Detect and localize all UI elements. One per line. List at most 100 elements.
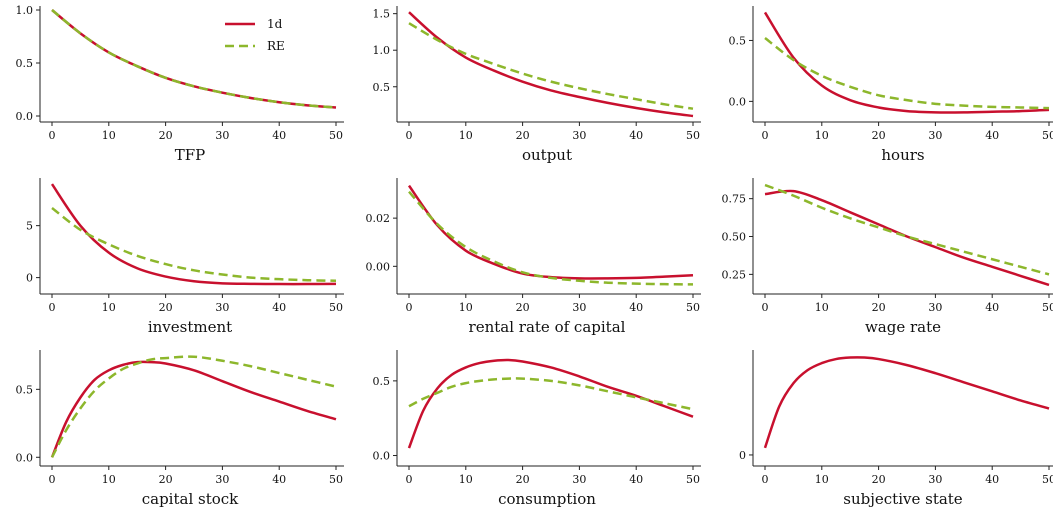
x-tick-label: 50 xyxy=(1042,473,1053,486)
series-line-1d xyxy=(407,358,694,449)
series-line-re xyxy=(408,22,694,110)
y-tick-label: 0.5 xyxy=(729,34,747,47)
y-tick-label: 0.02 xyxy=(366,212,391,225)
x-tick-label: 10 xyxy=(815,129,829,142)
x-tick-label: 40 xyxy=(629,301,643,314)
x-tick-label: 40 xyxy=(272,301,286,314)
x-tick-label: 30 xyxy=(572,129,586,142)
x-tick-label: 0 xyxy=(49,301,56,314)
x-tick-label: 40 xyxy=(272,473,286,486)
x-tick-label: 10 xyxy=(102,129,116,142)
y-tick-label: 0 xyxy=(739,449,746,462)
panel-investment: 0 10 20 30 40 50 0 5 investment xyxy=(26,178,344,336)
x-tick-label: 10 xyxy=(459,301,473,314)
panel-consumption: 0 10 20 30 40 50 0.0 0.5 consumption xyxy=(373,350,701,508)
series-line-re xyxy=(408,190,694,286)
x-tick-label: 0 xyxy=(406,473,413,486)
series-line-re xyxy=(408,377,694,411)
y-tick-label: 1.5 xyxy=(373,8,391,21)
y-tick-label: 0.5 xyxy=(373,375,391,388)
x-tick-label: 0 xyxy=(406,129,413,142)
y-tick-label: 0.0 xyxy=(373,450,391,463)
series-line-1d xyxy=(763,11,1050,114)
x-tick-label: 40 xyxy=(272,129,286,142)
x-tick-label: 50 xyxy=(329,301,343,314)
x-tick-label: 20 xyxy=(159,129,173,142)
series-line-1d xyxy=(408,11,694,118)
series-line-re xyxy=(764,183,1050,276)
series-line-1d xyxy=(764,189,1050,287)
y-tick-label: 0.5 xyxy=(16,383,34,396)
x-tick-label: 30 xyxy=(928,473,942,486)
x-tick-label: 0 xyxy=(49,473,56,486)
x-tick-label: 20 xyxy=(159,473,173,486)
x-tick-label: 0 xyxy=(762,129,769,142)
legend-label-re: RE xyxy=(267,39,285,53)
x-tick-label: 20 xyxy=(159,301,173,314)
x-axis-label: wage rate xyxy=(865,318,941,336)
x-tick-label: 40 xyxy=(629,129,643,142)
x-tick-label: 40 xyxy=(985,301,999,314)
x-tick-label: 40 xyxy=(629,473,643,486)
x-tick-label: 0 xyxy=(406,301,413,314)
x-tick-label: 10 xyxy=(459,473,473,486)
x-tick-label: 20 xyxy=(872,129,886,142)
x-tick-label: 30 xyxy=(928,129,942,142)
y-tick-label: 0.75 xyxy=(722,193,747,206)
x-tick-label: 30 xyxy=(572,473,586,486)
x-tick-label: 40 xyxy=(985,129,999,142)
y-tick-label: 0.0 xyxy=(729,95,747,108)
panel-subjective-state: 0 10 20 30 40 50 0 subjective state xyxy=(739,350,1053,508)
series-line-1d xyxy=(50,183,337,286)
y-tick-label: 0.5 xyxy=(373,81,391,94)
x-tick-label: 20 xyxy=(516,129,530,142)
x-tick-label: 50 xyxy=(1042,129,1053,142)
x-tick-label: 10 xyxy=(815,301,829,314)
x-tick-label: 50 xyxy=(686,129,700,142)
x-tick-label: 50 xyxy=(329,473,343,486)
y-tick-label: 0.25 xyxy=(722,268,747,281)
y-tick-label: 0.50 xyxy=(722,231,747,244)
series-line-re xyxy=(51,206,337,282)
x-tick-label: 30 xyxy=(572,301,586,314)
x-axis-label: output xyxy=(522,146,572,164)
series-line-re xyxy=(51,9,337,109)
panel-wage-rate: 0 10 20 30 40 50 0.25 0.50 0.75 wage rate xyxy=(722,178,1053,336)
x-tick-label: 30 xyxy=(215,473,229,486)
x-tick-label: 10 xyxy=(815,473,829,486)
y-tick-label: 0.0 xyxy=(16,451,34,464)
y-tick-label: 0.5 xyxy=(16,57,34,70)
x-axis-label: consumption xyxy=(498,490,596,508)
y-tick-label: 5 xyxy=(26,220,33,233)
x-tick-label: 50 xyxy=(329,129,343,142)
x-axis-label: capital stock xyxy=(142,490,239,508)
x-axis-label: subjective state xyxy=(843,490,963,508)
series-line-re xyxy=(50,355,337,458)
x-axis-label: TFP xyxy=(175,146,206,164)
panel-hours: 0 10 20 30 40 50 0.0 0.5 hours xyxy=(729,6,1053,164)
panel-rental-rate-of-capital: 0 10 20 30 40 50 0.00 0.02 rental rate of capita… xyxy=(366,178,701,336)
x-tick-label: 30 xyxy=(215,301,229,314)
x-tick-label: 0 xyxy=(49,129,56,142)
x-tick-label: 30 xyxy=(215,129,229,142)
y-tick-label: 1.0 xyxy=(373,44,391,57)
series-line-re xyxy=(764,37,1050,110)
series-line-1d xyxy=(763,356,1050,449)
x-tick-label: 50 xyxy=(1042,301,1053,314)
x-tick-label: 20 xyxy=(872,301,886,314)
panel-tfp: 0 10 20 30 40 50 0.0 0.5 1.0 TFP xyxy=(16,4,344,164)
x-tick-label: 0 xyxy=(762,473,769,486)
x-axis-label: investment xyxy=(148,318,232,336)
y-tick-label: 0.0 xyxy=(16,110,34,123)
y-tick-label: 0.00 xyxy=(366,260,391,273)
x-tick-label: 10 xyxy=(102,301,116,314)
legend-label-1d: 1d xyxy=(267,17,283,31)
x-tick-label: 50 xyxy=(686,473,700,486)
series-line-1d xyxy=(51,9,337,109)
series-line-1d xyxy=(407,184,694,280)
x-tick-label: 0 xyxy=(762,301,769,314)
x-tick-label: 10 xyxy=(459,129,473,142)
x-axis-label: rental rate of capital xyxy=(469,318,626,336)
x-tick-label: 30 xyxy=(928,301,942,314)
